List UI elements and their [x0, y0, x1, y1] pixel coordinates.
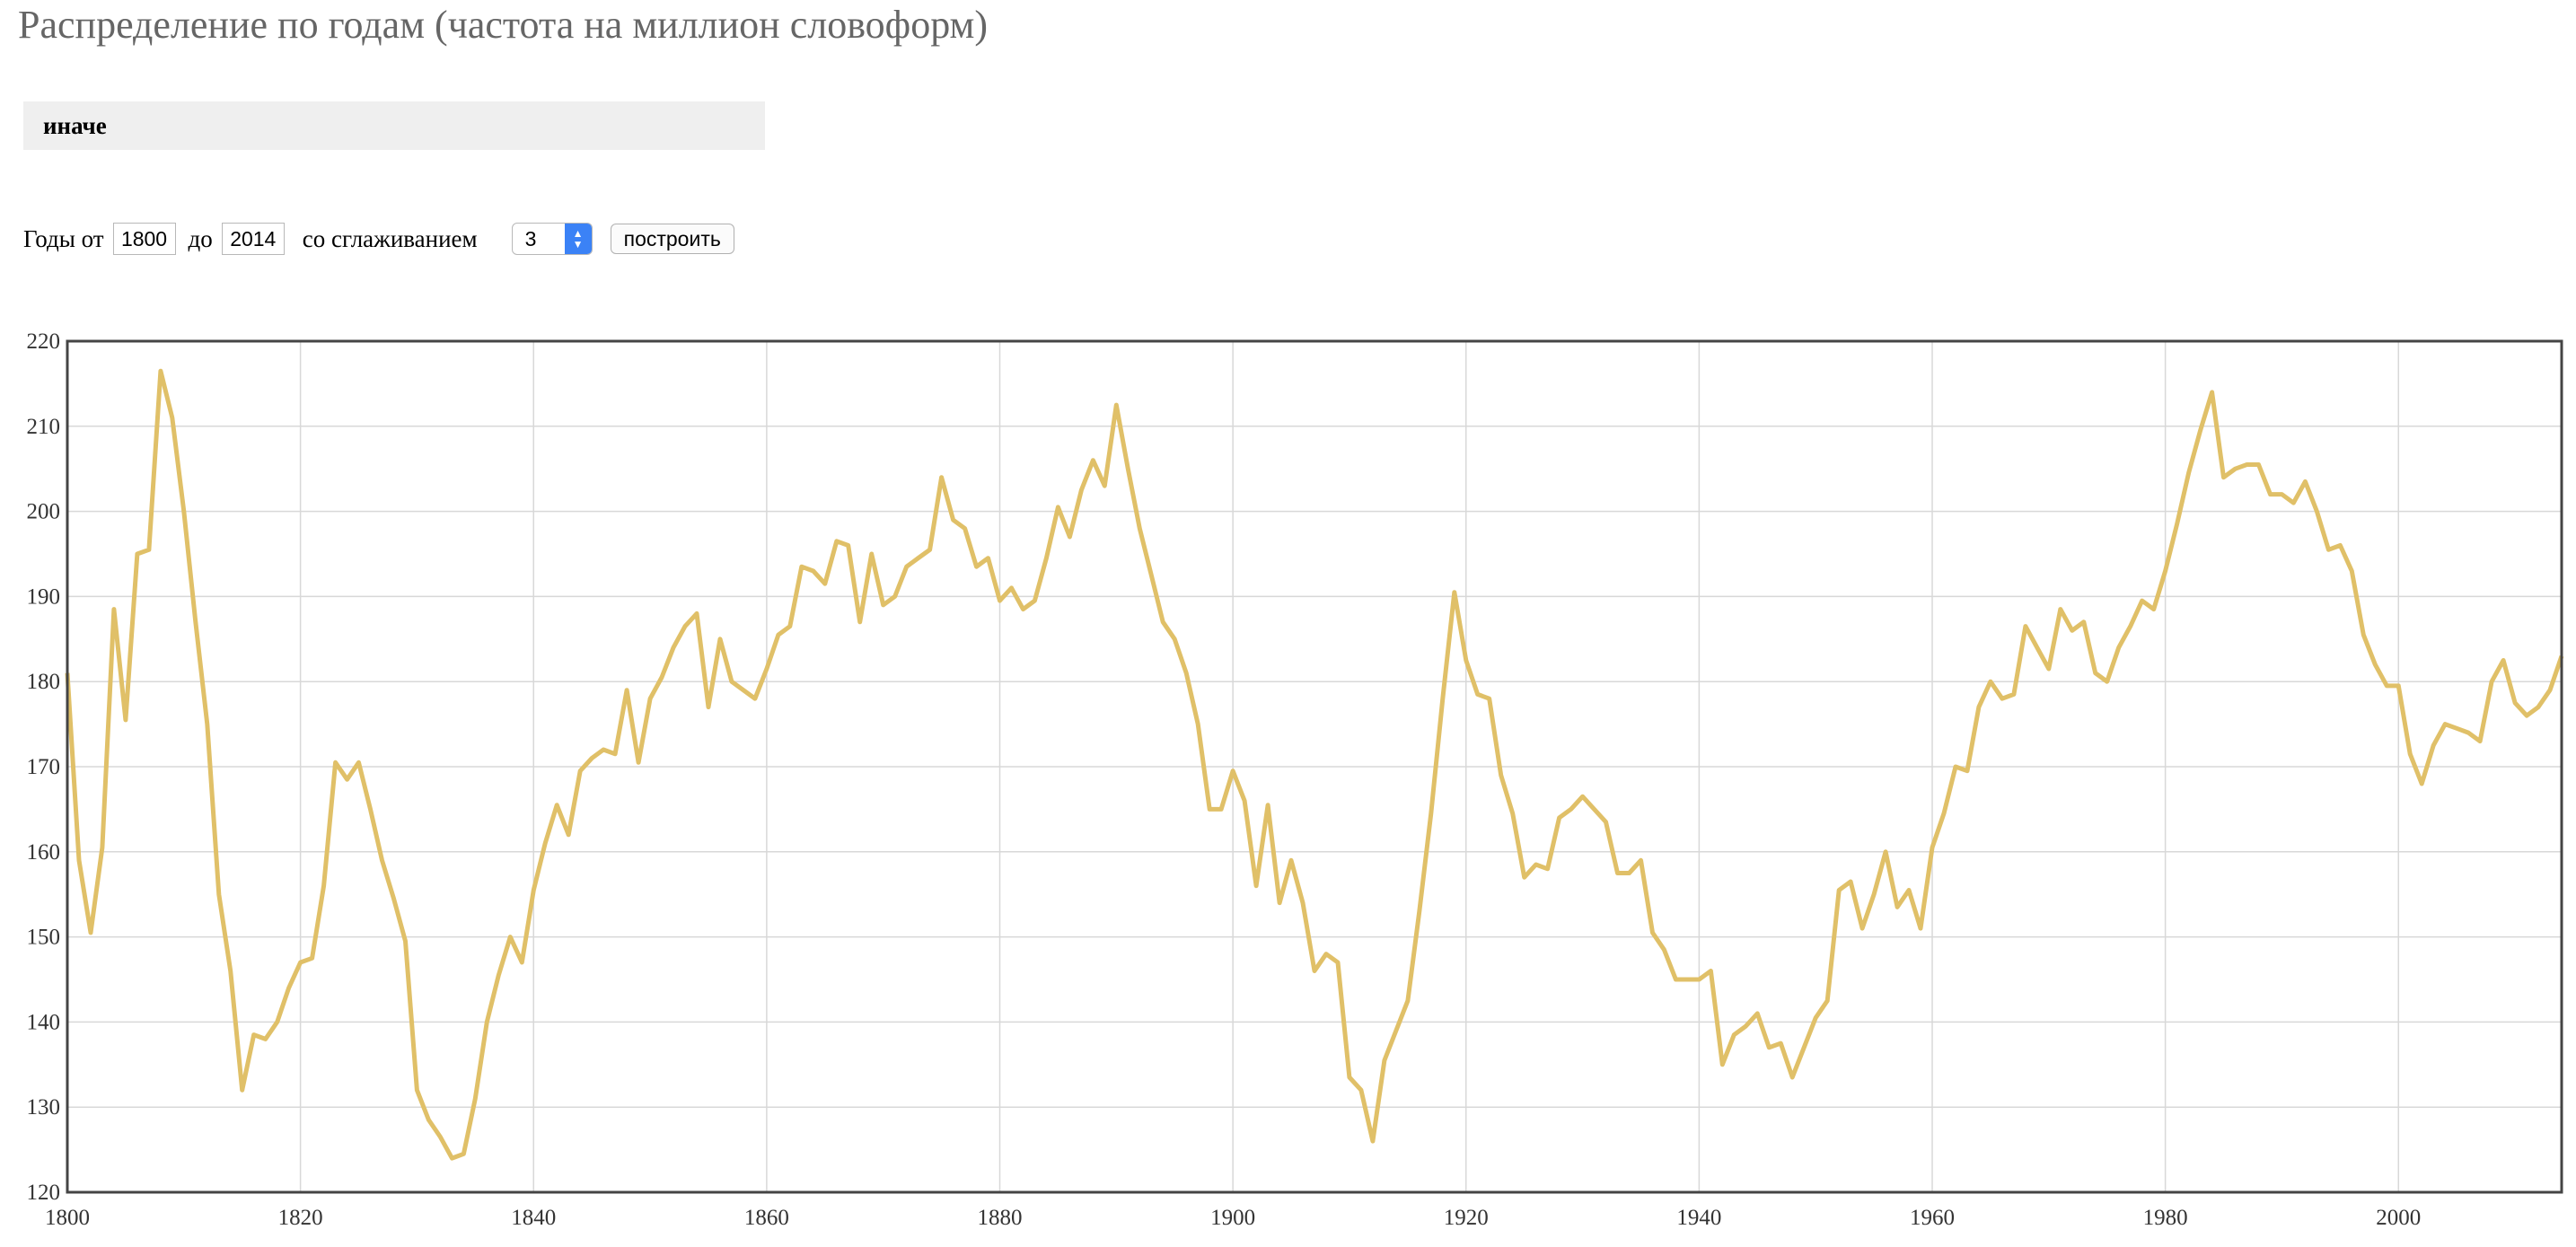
x-tick-label: 1960: [1910, 1206, 1955, 1230]
y-tick-label: 210: [27, 415, 61, 439]
x-tick-label: 1940: [1676, 1206, 1721, 1230]
y-tick-label: 120: [27, 1181, 61, 1205]
query-box: иначе: [23, 101, 765, 150]
year-from-input[interactable]: [112, 223, 176, 255]
y-tick-label: 190: [27, 584, 61, 609]
years-from-label: Годы от: [23, 225, 104, 252]
x-axis-ticks: 1800 1820 1840 1860 1880 1900 1920 1940 1960 1980…: [45, 1206, 2421, 1230]
x-tick-label: 2000: [2376, 1206, 2421, 1230]
select-arrows-icon: ▲ ▼: [564, 224, 592, 254]
page-title: Распределение по годам (частота на милли…: [18, 3, 989, 47]
plot-frame: [66, 339, 2563, 1194]
y-tick-label: 150: [27, 926, 61, 950]
year-to-input[interactable]: [221, 223, 285, 255]
x-tick-label: 1800: [45, 1206, 90, 1230]
y-tick-label: 200: [27, 500, 61, 524]
build-button[interactable]: построить: [610, 224, 734, 254]
y-tick-label: 180: [27, 670, 61, 694]
y-axis-ticks: 120 130 140 150 160 170 180 190 200 210 220: [27, 329, 61, 1205]
series-line: [65, 368, 2564, 1161]
x-tick-label: 1860: [744, 1206, 789, 1230]
chart-controls: Годы от до со сглаживанием 3 ▲▼ построит…: [23, 219, 734, 259]
x-tick-label: 1880: [978, 1206, 1023, 1230]
x-tick-label: 1820: [278, 1206, 323, 1230]
years-to-label: до: [188, 225, 213, 252]
y-tick-label: 130: [27, 1095, 61, 1120]
smoothing-select[interactable]: 3 ▲ ▼: [511, 223, 593, 255]
smoothing-label: со сглаживанием: [302, 225, 478, 252]
x-tick-label: 1900: [1210, 1206, 1255, 1230]
x-tick-label: 1840: [511, 1206, 556, 1230]
y-tick-label: 220: [27, 329, 61, 354]
y-tick-label: 140: [27, 1010, 61, 1034]
smoothing-value: 3: [524, 227, 537, 250]
y-tick-label: 170: [27, 755, 61, 779]
x-tick-label: 1980: [2143, 1206, 2188, 1230]
x-tick-label: 1920: [1444, 1206, 1489, 1230]
y-tick-label: 160: [27, 840, 61, 865]
